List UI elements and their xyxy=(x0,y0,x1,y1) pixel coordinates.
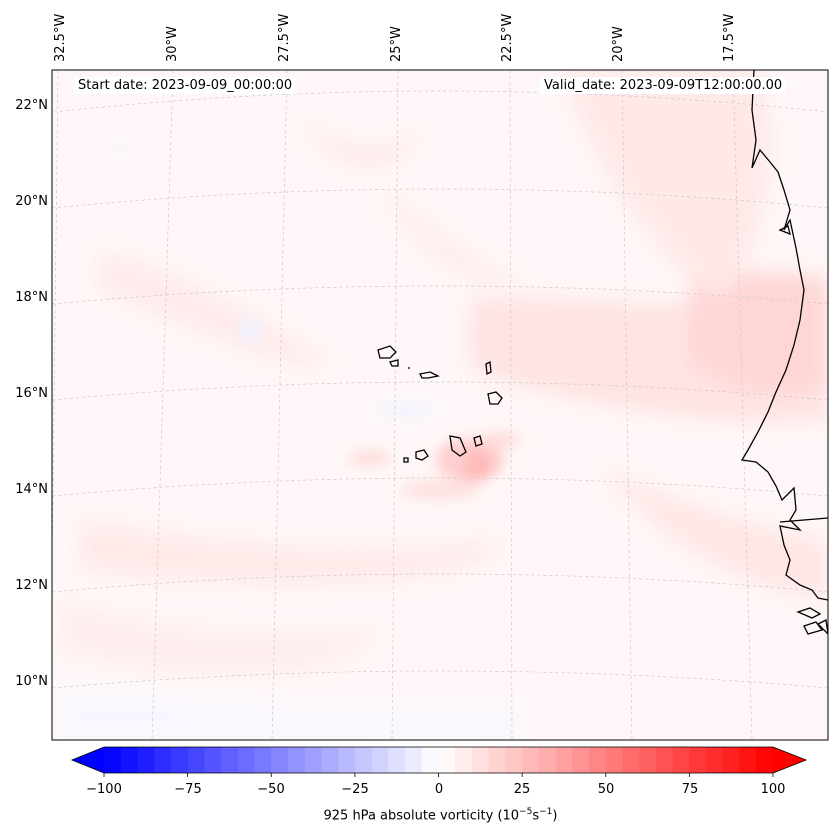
colorbar-segment xyxy=(187,747,205,773)
lon-label-30w: 30°W xyxy=(165,26,180,62)
colorbar-segment xyxy=(639,747,657,773)
colorbar-segment xyxy=(756,747,774,773)
colorbar-tick: 25 xyxy=(513,782,531,797)
lat-label-14n: 14°N xyxy=(15,482,48,497)
colorbar-segment xyxy=(622,747,640,773)
colorbar-segment xyxy=(405,747,423,773)
colorbar-segment xyxy=(287,747,306,773)
africa-coastline xyxy=(740,70,828,601)
colorbar-tick: −75 xyxy=(174,782,202,797)
colorbar-segment xyxy=(154,747,172,773)
colorbar-segment xyxy=(354,747,373,773)
lat-label-22n: 22°N xyxy=(15,98,48,113)
colorbar-segment xyxy=(672,747,690,773)
lon-label-22-5w: 22.5°W xyxy=(500,13,515,62)
colorbar-segment xyxy=(471,747,490,773)
colorbar-segment xyxy=(221,747,239,773)
colorbar-segment xyxy=(120,747,138,773)
colorbar-segment xyxy=(388,747,406,773)
colorbar-title: 925 hPa absolute vorticity (10−5s−1) xyxy=(323,807,558,824)
lon-label-27-5w: 27.5°W xyxy=(277,13,292,62)
colorbar-segment xyxy=(137,747,155,773)
coastlines xyxy=(377,70,828,635)
colorbar xyxy=(70,746,808,777)
vorticity-field xyxy=(52,70,828,740)
colorbar-segment xyxy=(706,747,724,773)
colorbar-segment xyxy=(170,747,189,773)
colorbar-tick: −100 xyxy=(86,782,122,797)
colorbar-segment xyxy=(589,747,607,773)
island-boa-vista xyxy=(487,391,503,405)
colorbar-segment xyxy=(655,747,674,773)
colorbar-segment xyxy=(505,747,523,773)
lat-label-16n: 16°N xyxy=(15,386,48,401)
colorbar-extend-high xyxy=(773,747,806,773)
colorbar-tick: −50 xyxy=(257,782,285,797)
map-frame xyxy=(51,69,829,741)
colorbar-segment xyxy=(455,747,473,773)
colorbar-segment xyxy=(304,747,322,773)
colorbar-segment xyxy=(438,747,456,773)
colorbar-segment xyxy=(538,747,557,773)
lat-label-18n: 18°N xyxy=(15,290,48,305)
colorbar-segment xyxy=(689,747,707,773)
lon-label-20w: 20°W xyxy=(611,26,626,62)
lat-label-20n: 20°N xyxy=(15,194,48,209)
colorbar-segment xyxy=(254,747,272,773)
colorbar-segment xyxy=(204,747,222,773)
start-date-label: Start date: 2023-09-09_00:00:00 xyxy=(74,77,297,94)
colorbar-tick: 75 xyxy=(681,782,699,797)
island-fogo xyxy=(415,449,429,461)
colorbar-segment xyxy=(237,747,256,773)
colorbar-tick: 0 xyxy=(434,782,444,797)
lon-label-32-5w: 32.5°W xyxy=(53,13,68,62)
colorbar-segment xyxy=(572,747,590,773)
colorbar-segment xyxy=(371,747,389,773)
lat-label-10n: 10°N xyxy=(15,674,48,689)
gridlines xyxy=(52,70,828,740)
colorbar-extend-low xyxy=(72,747,104,773)
colorbar-segment xyxy=(104,747,122,773)
colorbar-segment xyxy=(421,747,439,773)
colorbar-tick: 50 xyxy=(597,782,615,797)
island-maio xyxy=(473,435,483,447)
island-santo-antao xyxy=(377,345,397,359)
island-sao-nicolau xyxy=(419,371,440,379)
colorbar-tick: −25 xyxy=(341,782,369,797)
colorbar-segment xyxy=(271,747,289,773)
lat-label-12n: 12°N xyxy=(15,578,48,593)
colorbar-segment xyxy=(605,747,623,773)
lon-label-25w: 25°W xyxy=(389,26,404,62)
colorbar-tick: 100 xyxy=(760,782,786,797)
colorbar-segment xyxy=(488,747,506,773)
lon-label-17-5w: 17.5°W xyxy=(722,13,737,62)
island-brava xyxy=(403,457,409,463)
colorbar-segment xyxy=(338,747,356,773)
island-sal xyxy=(485,360,492,376)
colorbar-segment xyxy=(522,747,540,773)
colorbar-segment xyxy=(739,747,757,773)
colorbar-segment xyxy=(321,747,339,773)
island-santiago xyxy=(449,435,467,457)
colorbar-segment xyxy=(722,747,741,773)
island-sao-vicente xyxy=(389,359,399,367)
valid-date-label: Valid_date: 2023-09-09T12:00:00.00 xyxy=(540,77,787,94)
colorbar-segment xyxy=(555,747,573,773)
